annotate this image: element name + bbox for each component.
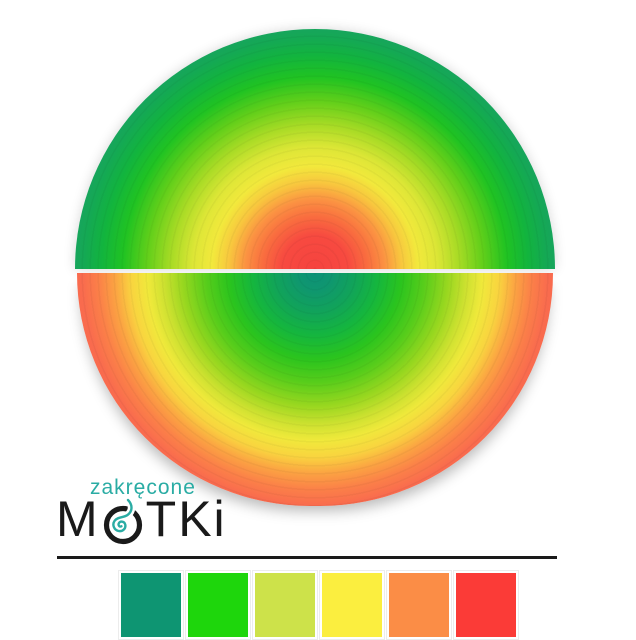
gradient-bottom-half <box>77 273 553 506</box>
palette-swatch-red <box>452 570 519 640</box>
rainbow-disc <box>75 29 555 506</box>
color-palette <box>0 570 636 640</box>
logo-letter-m: M <box>56 491 100 547</box>
palette-swatch-green <box>184 570 251 640</box>
logo-letters-tki: TKi <box>145 491 227 547</box>
spiral-o-icon <box>103 496 142 545</box>
gradient-top-half <box>75 29 555 269</box>
palette-swatch-teal-green <box>117 570 184 640</box>
palette-swatch-orange <box>385 570 452 640</box>
divider-rule <box>57 556 557 559</box>
logo-wordmark: M TKi <box>56 491 227 547</box>
palette-swatch-yellow <box>318 570 385 640</box>
logo-tagline: zakręcone <box>90 476 196 499</box>
palette-swatch-yellow-green <box>251 570 318 640</box>
